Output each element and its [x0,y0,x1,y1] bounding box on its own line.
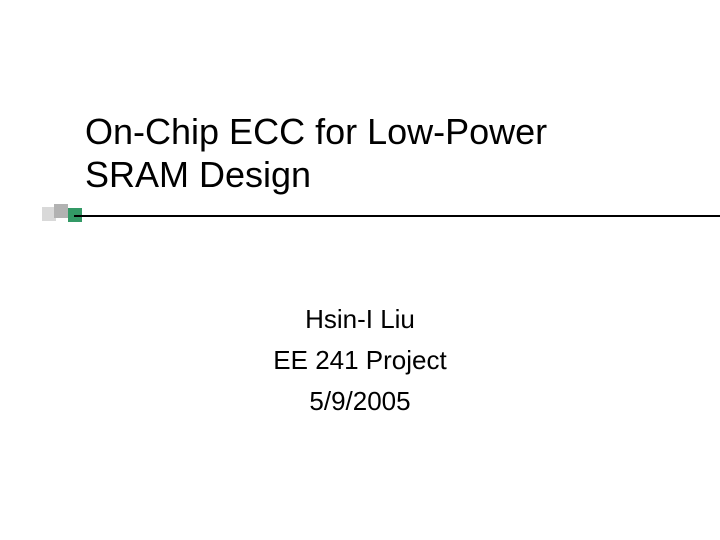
slide-date: 5/9/2005 [0,382,720,421]
decoration-line [74,215,720,217]
slide: On-Chip ECC for Low-Power SRAM Design Hs… [0,0,720,540]
decoration-square-2 [54,204,68,218]
subtitle-block: Hsin-I Liu EE 241 Project 5/9/2005 [0,300,720,423]
course-name: EE 241 Project [0,341,720,380]
author-name: Hsin-I Liu [0,300,720,339]
title-decoration [0,204,720,234]
slide-title: On-Chip ECC for Low-Power SRAM Design [85,110,660,196]
